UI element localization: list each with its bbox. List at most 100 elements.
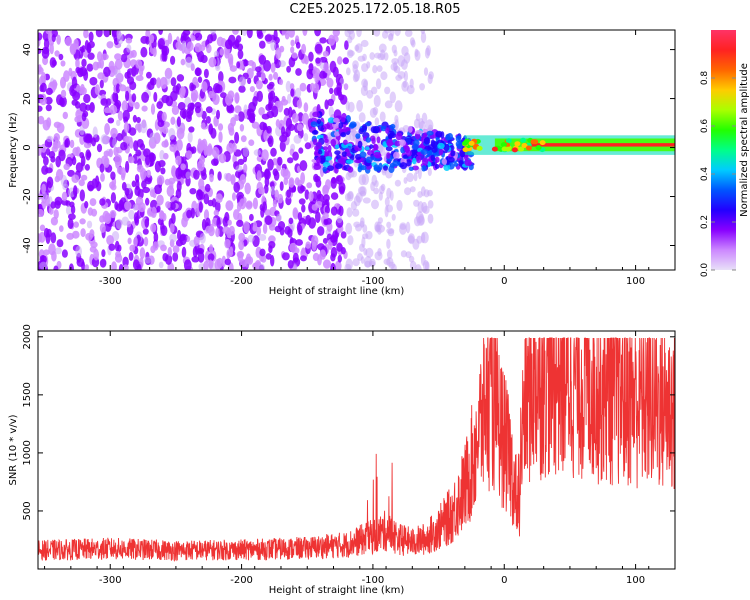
spectrogram-cell	[438, 149, 444, 156]
spectrogram-cell	[344, 40, 349, 50]
spectrogram-cell	[361, 173, 369, 186]
spectrogram-cell	[420, 31, 427, 43]
spectrogram-cell	[295, 87, 302, 98]
snr-x-tick-label: 0	[501, 575, 507, 586]
spectrogram-cell	[64, 138, 71, 148]
spectrogram-cell	[520, 137, 527, 143]
spectrogram-cell	[80, 83, 85, 95]
spectrogram-cell	[101, 249, 106, 258]
spectrogram-cell	[402, 81, 407, 88]
spectrogram-cell	[143, 236, 149, 247]
spectrogram-cell	[418, 214, 425, 226]
spectrogram-cell	[404, 187, 412, 196]
spectrogram-cell	[224, 258, 231, 266]
spectrogram-x-tick-label: 0	[501, 276, 507, 287]
spectrogram-cells	[38, 30, 675, 270]
spectrogram-cell	[209, 173, 214, 183]
spectrogram-cell	[354, 159, 362, 164]
spectrogram-cell	[186, 209, 193, 219]
spectrogram-cell	[79, 152, 85, 159]
spectrogram-cell	[59, 96, 67, 108]
spectrogram-cell	[364, 260, 372, 268]
spectrogram-cell	[340, 231, 347, 239]
spectrogram-cell	[58, 53, 64, 61]
spectrogram-cell	[427, 73, 433, 85]
spectrogram-cell	[332, 66, 339, 78]
spectrogram-cell	[181, 40, 187, 51]
spectrogram-cell	[73, 221, 79, 228]
spectrogram-cell	[121, 100, 128, 112]
spectrogram-cell	[117, 110, 123, 121]
spectrogram-cell	[425, 119, 434, 132]
spectrogram-cell	[160, 225, 168, 237]
spectrogram-cell	[290, 88, 295, 97]
spectrogram-cell	[172, 245, 180, 254]
spectrogram-cell	[299, 160, 308, 172]
spectrogram-cell	[353, 195, 361, 207]
spectrogram-cell	[87, 52, 95, 60]
spectrogram-cell	[152, 47, 157, 57]
spectrogram-cell	[196, 189, 203, 197]
spectrogram-cell	[386, 238, 391, 249]
spectrogram-cell	[99, 198, 106, 206]
spectrogram-cell	[61, 191, 68, 202]
spectrogram-cell	[124, 187, 130, 196]
spectrogram-cell	[378, 162, 383, 171]
spectrogram-cell	[441, 158, 447, 165]
spectrogram-cell	[164, 139, 169, 148]
spectrogram-cell	[292, 209, 300, 220]
spectrogram-cell	[318, 149, 323, 155]
spectrogram-cell	[304, 55, 309, 65]
spectrogram-cell	[328, 106, 334, 118]
spectrogram-cell	[388, 165, 395, 173]
spectrogram-cell	[78, 179, 85, 187]
spectrogram-cell	[356, 30, 362, 38]
spectrogram-cell	[153, 231, 159, 243]
spectrogram-cell	[535, 145, 542, 151]
spectrogram-cell	[170, 90, 178, 102]
spectrogram-cell	[218, 153, 227, 164]
spectrogram-cell	[122, 256, 129, 268]
spectrogram-cell	[249, 86, 255, 93]
spectrogram-cell	[213, 50, 219, 59]
spectrogram-cell	[287, 260, 294, 269]
spectrogram-cell	[51, 250, 57, 262]
spectrogram-cell	[362, 197, 371, 204]
spectrogram-cell	[47, 31, 53, 42]
spectrogram-cell	[222, 226, 231, 234]
spectrogram-x-axis-label: Height of straight line (km)	[269, 286, 405, 297]
spectrogram-cell	[139, 247, 146, 259]
spectrogram-cell	[67, 218, 74, 229]
spectrogram-cell	[83, 30, 89, 39]
spectrogram-cell	[369, 135, 376, 142]
spectrogram-cell	[218, 71, 224, 83]
spectrogram-cell	[150, 103, 156, 115]
spectrogram-cell	[131, 93, 137, 103]
spectrogram-cell	[266, 83, 274, 90]
spectrogram-y-axis-label: Frequency (Hz)	[8, 112, 19, 188]
spectrogram-cell	[330, 262, 336, 270]
spectrogram-cell	[172, 252, 179, 262]
spectrogram-cell	[416, 235, 423, 244]
snr-y-tick-label: 1500	[22, 382, 33, 407]
spectrogram-cell	[247, 77, 252, 85]
spectrogram-cell	[314, 75, 319, 84]
spectrogram-cell	[309, 82, 315, 92]
spectrogram-cell	[215, 193, 223, 204]
spectrogram-cell	[45, 87, 53, 95]
spectrogram-cell	[71, 156, 77, 166]
spectrogram-cell	[330, 138, 337, 147]
spectrogram-cell	[414, 264, 422, 270]
spectrogram-cell	[100, 172, 105, 182]
spectrogram-cell	[521, 143, 528, 148]
spectrogram-cell	[384, 100, 393, 109]
spectrogram-cell	[115, 83, 121, 94]
spectrogram-cell	[334, 131, 341, 137]
spectrogram-cell	[149, 78, 155, 86]
spectrogram-cell	[286, 189, 291, 198]
spectrogram-cell	[187, 131, 193, 143]
spectrogram-cell	[420, 254, 426, 266]
spectrogram-cell	[264, 215, 273, 225]
spectrogram-cell	[159, 76, 168, 89]
spectrogram-cell	[51, 34, 56, 42]
